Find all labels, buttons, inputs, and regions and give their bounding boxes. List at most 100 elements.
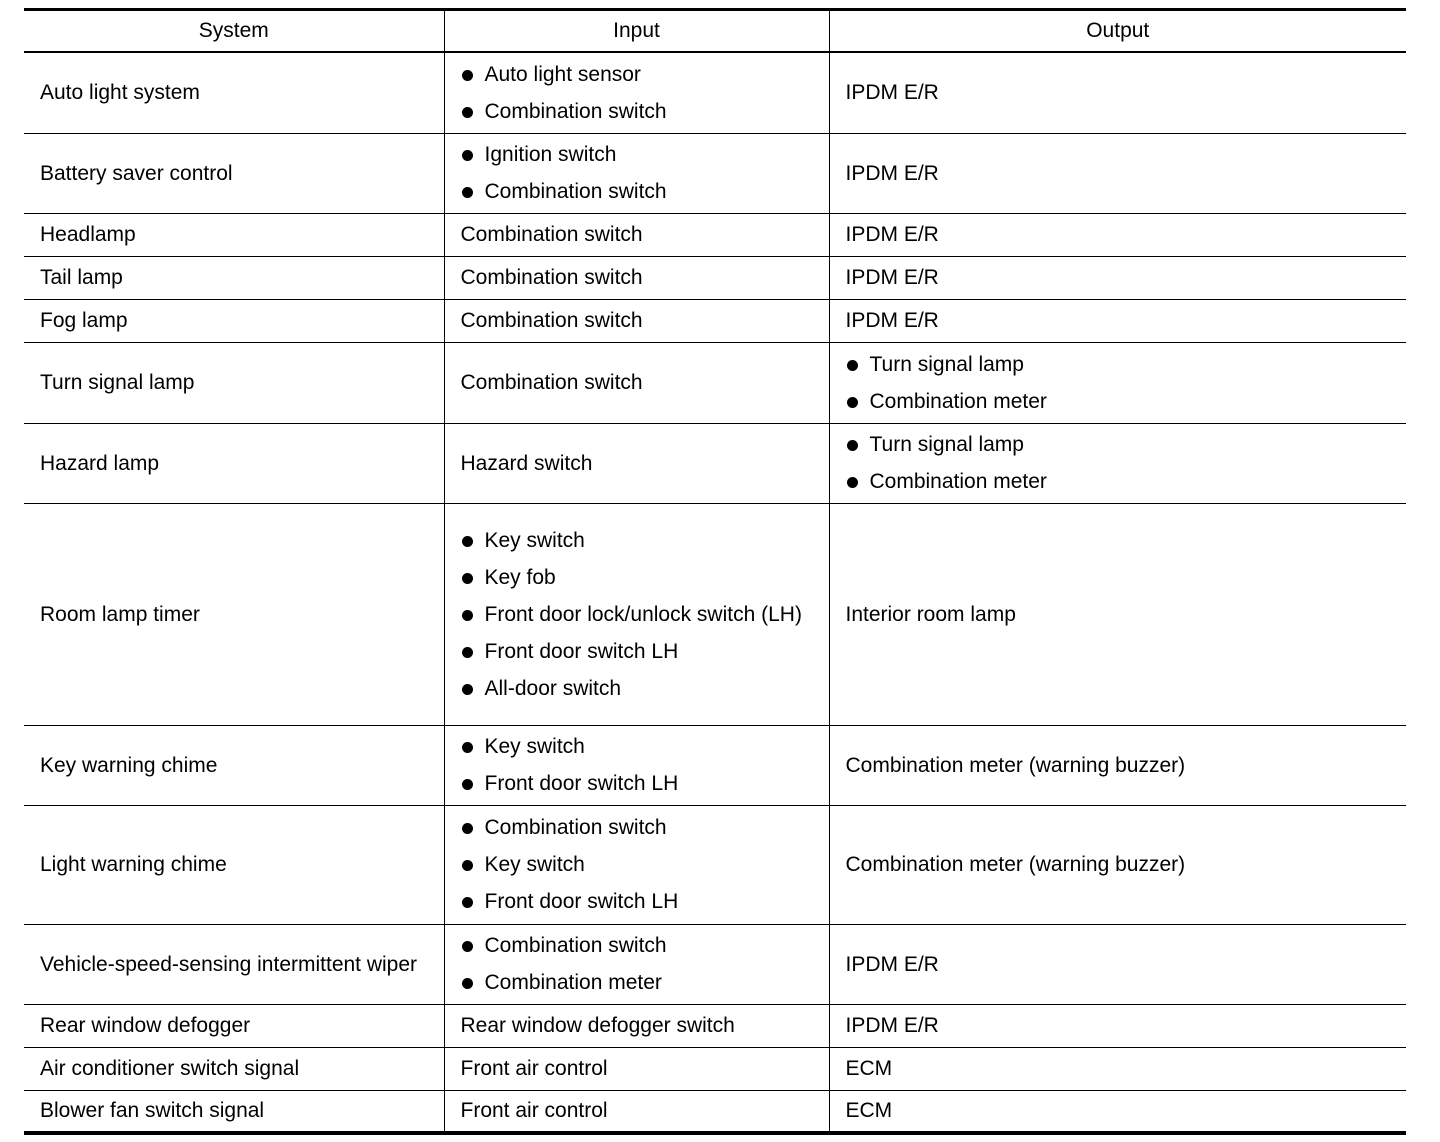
- bullet-icon: [461, 646, 473, 658]
- bullet-icon: [461, 69, 473, 81]
- input-list: Auto light sensor Combination switch: [461, 60, 813, 126]
- output-cell: Combination meter (warning buzzer): [828, 725, 1406, 806]
- bullet-icon: [461, 187, 473, 198]
- input-list: Key switch Front door switch LH: [461, 732, 813, 798]
- bullet-icon: [846, 359, 858, 371]
- system-cell: Hazard lamp: [24, 423, 444, 504]
- list-item: Key fob: [461, 563, 813, 592]
- list-item: Key switch: [461, 526, 813, 555]
- list-item-text: Ignition switch: [484, 143, 617, 166]
- list-item-text: Front door switch LH: [484, 890, 679, 913]
- list-item-text: All-door switch: [484, 676, 622, 700]
- output-cell: ECM: [828, 1047, 1406, 1091]
- list-item: Front door switch LH: [461, 637, 813, 666]
- input-cell: Ignition switch Combination switch: [443, 133, 829, 214]
- system-cell: Blower fan switch signal: [24, 1090, 444, 1134]
- system-cell: Turn signal lamp: [24, 342, 444, 424]
- list-item-text: Combination switch: [484, 99, 667, 123]
- output-cell: IPDM E/R: [828, 1004, 1406, 1048]
- list-item-text: Front door switch LH: [484, 772, 679, 795]
- input-cell: Hazard switch: [443, 423, 829, 504]
- system-cell: Light warning chime: [24, 805, 444, 925]
- input-cell: Combination switch: [443, 342, 829, 424]
- system-cell: Vehicle-speed-sensing intermittent wiper: [24, 924, 444, 1005]
- table-row: Vehicle-speed-sensing intermittent wiper…: [24, 924, 1406, 1005]
- table-row: Turn signal lamp Combination switch Turn s…: [24, 342, 1406, 424]
- list-item: Turn signal lamp: [846, 350, 1391, 379]
- table-row: Room lamp timer Key switch Key fob Front do…: [24, 503, 1406, 726]
- table-row: Air conditioner switch signal Front air c…: [24, 1047, 1406, 1091]
- table-row: Rear window defogger Rear window defogger…: [24, 1004, 1406, 1048]
- output-list: Turn signal lamp Combination meter: [846, 350, 1391, 416]
- table-row: Auto light system Auto light sensor Combin…: [24, 52, 1406, 134]
- table-row: Blower fan switch signal Front air contro…: [24, 1090, 1406, 1134]
- input-cell: Front air control: [443, 1090, 829, 1134]
- list-item: Combination switch: [461, 931, 813, 960]
- input-list: Combination switch Combination meter: [461, 931, 813, 997]
- list-item: Combination meter: [846, 467, 1391, 496]
- bullet-icon: [461, 978, 473, 989]
- input-cell: Rear window defogger switch: [443, 1004, 829, 1048]
- list-item: Auto light sensor: [461, 60, 813, 89]
- output-cell: ECM: [828, 1090, 1406, 1134]
- output-cell: IPDM E/R: [828, 52, 1406, 134]
- list-item-text: Combination switch: [484, 934, 667, 957]
- list-item-text: Auto light sensor: [484, 62, 641, 86]
- bullet-icon: [461, 742, 473, 753]
- system-cell: Tail lamp: [24, 256, 444, 300]
- list-item-text: Front door switch LH: [484, 639, 679, 663]
- output-cell: Combination meter (warning buzzer): [828, 805, 1406, 925]
- list-item-text: Front door lock/unlock switch (LH): [484, 602, 802, 626]
- output-cell: IPDM E/R: [828, 133, 1406, 214]
- output-cell: Turn signal lamp Combination meter: [828, 423, 1406, 504]
- input-list: Key switch Key fob Front door lock/unlock …: [461, 526, 813, 703]
- list-item: Front door lock/unlock switch (LH): [461, 600, 813, 629]
- input-cell: Key switch Front door switch LH: [443, 725, 829, 806]
- bullet-icon: [846, 440, 858, 451]
- system-cell: Fog lamp: [24, 299, 444, 343]
- bullet-icon: [461, 897, 473, 908]
- header-output: Output: [828, 9, 1406, 53]
- list-item: All-door switch: [461, 674, 813, 703]
- bullet-icon: [461, 823, 473, 834]
- table-row: Light warning chime Combination switch Key…: [24, 805, 1406, 925]
- output-cell: IPDM E/R: [828, 299, 1406, 343]
- list-item-text: Turn signal lamp: [869, 433, 1024, 456]
- system-cell: Headlamp: [24, 213, 444, 257]
- list-item-text: Combination switch: [484, 816, 667, 839]
- input-cell: Combination switch: [443, 299, 829, 343]
- list-item: Front door switch LH: [461, 887, 813, 916]
- list-item: Combination switch: [461, 177, 813, 206]
- list-item-text: Key switch: [484, 528, 585, 552]
- list-item: Combination meter: [461, 968, 813, 997]
- table-row: Battery saver control Ignition switch Comb…: [24, 133, 1406, 214]
- system-cell: Rear window defogger: [24, 1004, 444, 1048]
- list-item-text: Combination meter: [869, 389, 1047, 413]
- system-cell: Key warning chime: [24, 725, 444, 806]
- list-item: Key switch: [461, 732, 813, 761]
- table-row: Hazard lamp Hazard switch Turn signal lamp…: [24, 423, 1406, 504]
- list-item-text: Combination switch: [484, 180, 667, 203]
- table-row: Tail lamp Combination switch IPDM E/R: [24, 256, 1406, 300]
- list-item: Front door switch LH: [461, 769, 813, 798]
- header-input: Input: [443, 9, 829, 53]
- list-item: Ignition switch: [461, 140, 813, 169]
- bullet-icon: [461, 779, 473, 790]
- header-system: System: [24, 9, 444, 53]
- bullet-icon: [461, 150, 473, 161]
- input-cell: Combination switch: [443, 213, 829, 257]
- input-cell: Combination switch Key switch Front door s…: [443, 805, 829, 925]
- bullet-icon: [461, 941, 473, 952]
- input-cell: Auto light sensor Combination switch: [443, 52, 829, 134]
- list-item: Combination switch: [461, 813, 813, 842]
- input-list: Combination switch Key switch Front door s…: [461, 813, 813, 916]
- system-cell: Battery saver control: [24, 133, 444, 214]
- bullet-icon: [846, 396, 858, 408]
- input-cell: Combination switch Combination meter: [443, 924, 829, 1005]
- system-io-table: System Input Output Auto light system Aut…: [24, 8, 1406, 1135]
- output-cell: IPDM E/R: [828, 256, 1406, 300]
- table-row: Fog lamp Combination switch IPDM E/R: [24, 299, 1406, 343]
- output-list: Turn signal lamp Combination meter: [846, 430, 1391, 496]
- input-cell: Front air control: [443, 1047, 829, 1091]
- table-row: Headlamp Combination switch IPDM E/R: [24, 213, 1406, 257]
